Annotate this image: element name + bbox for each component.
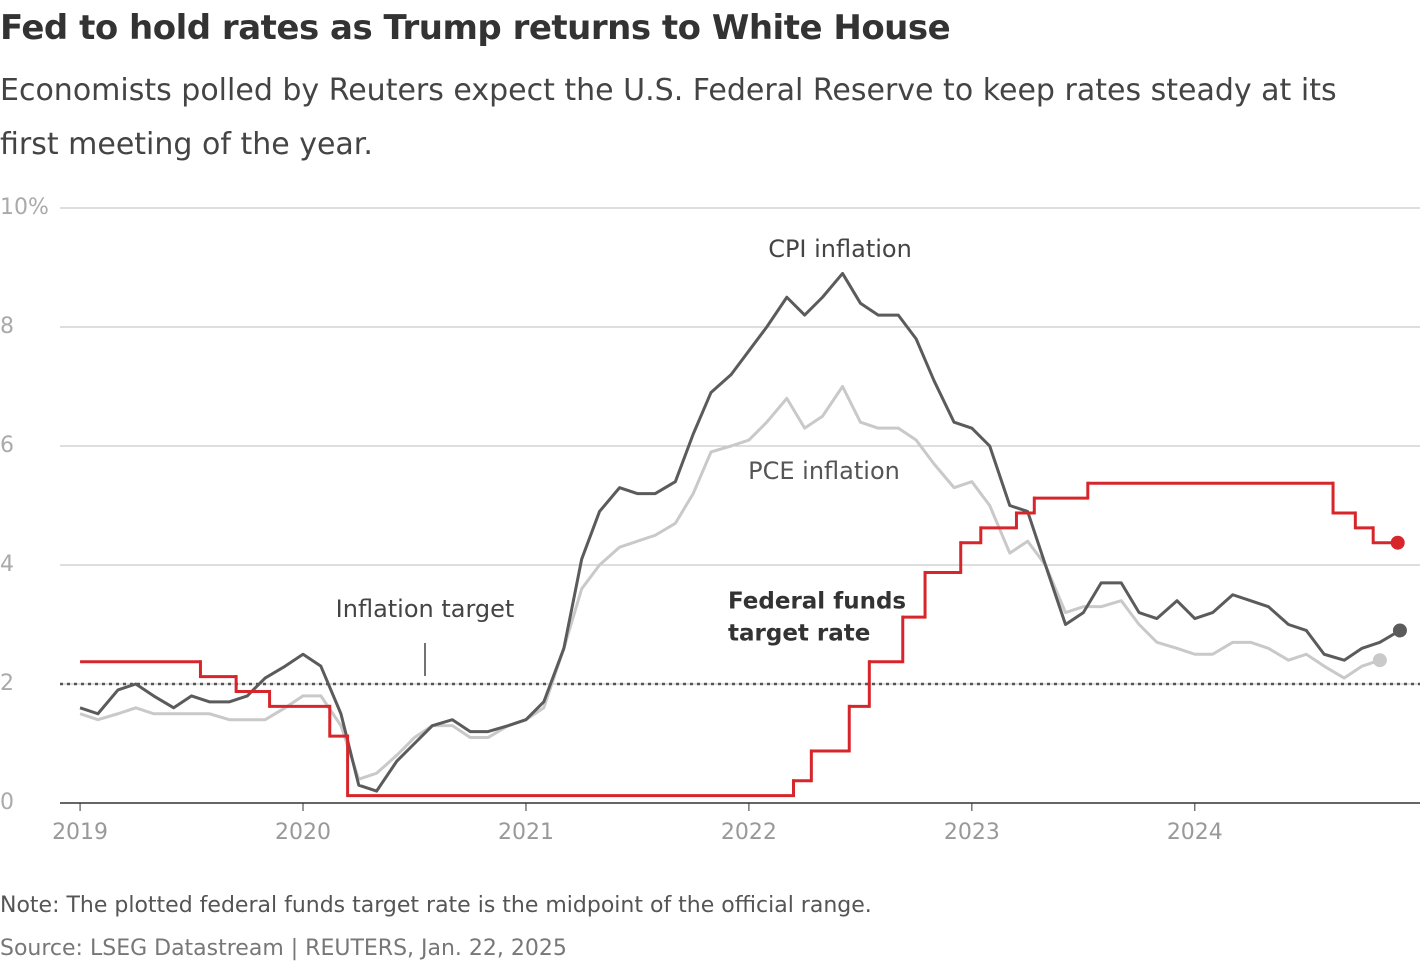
end-dot	[1390, 535, 1405, 550]
x-tick-label: 2022	[721, 820, 777, 845]
chart-subtitle: Economists polled by Reuters expect the …	[0, 73, 1337, 162]
chart: 0 2 4 6 8 10% 2019 2020 2021 2022 2023 2024 CPI infl…	[0, 195, 1420, 845]
y-tick-label: 2	[0, 671, 14, 696]
x-tick-label: 2023	[944, 820, 1000, 845]
x-tick-label: 2020	[275, 820, 331, 845]
annotation: Federal funds	[728, 589, 906, 615]
chart-title: Fed to hold rates as Trump returns to Wh…	[0, 8, 951, 48]
series-line	[79, 271, 1401, 793]
annotation: Inflation target	[336, 595, 515, 623]
source: Source: LSEG Datastream | REUTERS, Jan. …	[0, 936, 567, 961]
y-tick-label: 10%	[0, 195, 49, 220]
x-tick-label: 2024	[1167, 820, 1223, 845]
series-line	[79, 385, 1381, 781]
y-tick-label: 0	[0, 790, 14, 815]
x-tick-label: 2021	[498, 820, 554, 845]
y-tick-label: 8	[0, 314, 14, 339]
x-tick-label: 2019	[52, 820, 108, 845]
y-tick-label: 6	[0, 433, 14, 458]
annotation: PCE inflation	[748, 457, 900, 485]
end-dot	[1392, 623, 1407, 638]
annotation: target rate	[728, 621, 870, 647]
end-dot	[1372, 653, 1387, 668]
y-tick-label: 4	[0, 552, 14, 577]
note: Note: The plotted federal funds target r…	[0, 893, 872, 918]
annotation: CPI inflation	[768, 235, 912, 263]
